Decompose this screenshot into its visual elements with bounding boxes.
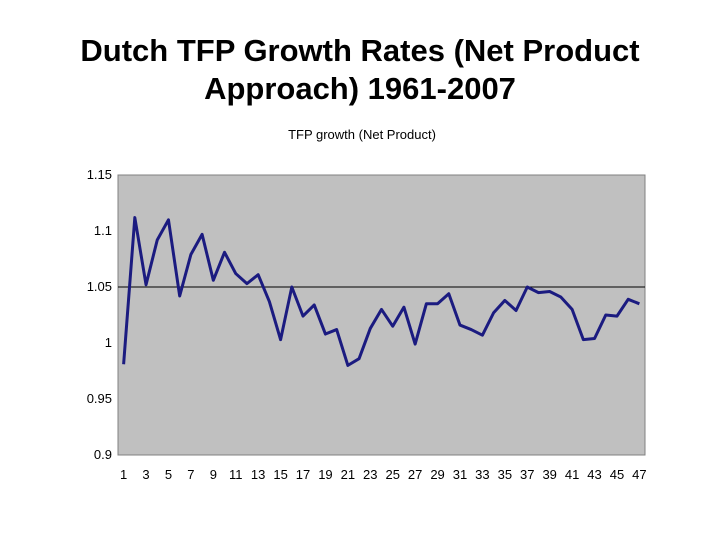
x-tick-label: 45: [610, 467, 624, 482]
x-tick-label: 13: [251, 467, 265, 482]
chart-title: TFP growth (Net Product): [288, 127, 436, 142]
slide-title: Dutch TFP Growth Rates (Net Product Appr…: [80, 33, 640, 106]
x-tick-label: 5: [165, 467, 172, 482]
y-tick-label: 0.9: [94, 447, 112, 462]
plot-area: [117, 174, 646, 456]
y-tick-label: 1: [105, 335, 112, 350]
x-tick-label: 11: [229, 467, 243, 482]
x-tick-label: 19: [318, 467, 332, 482]
x-tick-label: 7: [187, 467, 194, 482]
x-tick-label: 43: [587, 467, 601, 482]
y-tick-label: 1.05: [87, 279, 112, 294]
x-tick-label: 25: [385, 467, 399, 482]
y-tick-label: 0.95: [87, 391, 112, 406]
x-tick-label: 35: [498, 467, 512, 482]
y-tick-label: 1.1: [94, 223, 112, 238]
y-tick-label: 1.15: [87, 167, 112, 182]
x-tick-label: 47: [632, 467, 646, 482]
x-tick-label: 15: [273, 467, 287, 482]
x-tick-label: 31: [453, 467, 467, 482]
x-tick-label: 37: [520, 467, 534, 482]
x-tick-label: 29: [430, 467, 444, 482]
x-tick-label: 21: [341, 467, 355, 482]
x-tick-label: 3: [142, 467, 149, 482]
x-tick-label: 9: [210, 467, 217, 482]
x-tick-label: 27: [408, 467, 422, 482]
x-tick-label: 33: [475, 467, 489, 482]
series-line: [122, 216, 640, 367]
x-tick-label: 23: [363, 467, 377, 482]
x-tick-label: 41: [565, 467, 579, 482]
x-tick-label: 17: [296, 467, 310, 482]
x-tick-label: 39: [542, 467, 556, 482]
x-tick-label: 1: [120, 467, 127, 482]
